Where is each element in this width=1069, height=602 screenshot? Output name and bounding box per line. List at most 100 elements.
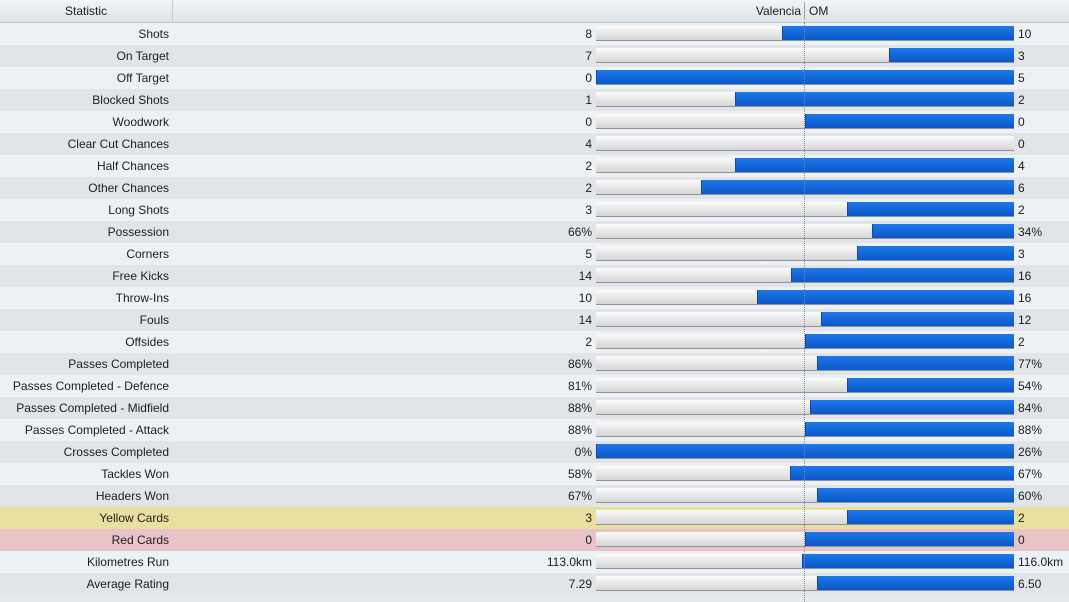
- stat-row: Free Kicks 14 16: [0, 265, 1069, 287]
- away-value: 0: [1018, 533, 1025, 547]
- home-value: 1: [585, 93, 592, 107]
- stat-label: Fouls: [139, 313, 169, 327]
- away-value: 84%: [1018, 401, 1043, 415]
- stat-row: On Target 7 3: [0, 45, 1069, 67]
- stat-label: Corners: [126, 247, 169, 261]
- comparison-bar: [596, 510, 1014, 525]
- away-share-fill: [816, 356, 1014, 370]
- stat-label: Average Rating: [86, 577, 170, 591]
- stat-row: Offsides 2 2: [0, 331, 1069, 353]
- stat-row: Other Chances 2 6: [0, 177, 1069, 199]
- away-share-fill: [871, 224, 1014, 238]
- stat-row: Red Cards 0 0: [0, 529, 1069, 551]
- stat-label: Blocked Shots: [92, 93, 169, 107]
- away-value: 2: [1018, 511, 1025, 525]
- stat-row: Average Rating 7.29 6.50: [0, 573, 1069, 595]
- away-value: 0: [1018, 137, 1025, 151]
- table-header: Statistic Valencia OM: [0, 0, 1069, 23]
- away-share-fill: [789, 466, 1014, 480]
- away-share-fill: [846, 510, 1014, 524]
- away-share-fill: [805, 532, 1014, 546]
- stat-row: Fouls 14 12: [0, 309, 1069, 331]
- comparison-bar: [596, 422, 1014, 437]
- away-value: 77%: [1018, 357, 1043, 371]
- home-value: 0: [585, 71, 592, 85]
- comparison-bar: [596, 70, 1014, 85]
- away-value: 2: [1018, 203, 1025, 217]
- home-value: 81%: [567, 379, 592, 393]
- stat-label: Long Shots: [108, 203, 169, 217]
- stat-row: Woodwork 0 0: [0, 111, 1069, 133]
- comparison-bar: [596, 136, 1014, 151]
- away-value: 60%: [1018, 489, 1043, 503]
- home-value: 66%: [567, 225, 592, 239]
- away-value: 12: [1018, 313, 1032, 327]
- stat-row: Long Shots 3 2: [0, 199, 1069, 221]
- away-team-name: OM: [809, 4, 829, 18]
- stat-row: Passes Completed - Defence 81% 54%: [0, 375, 1069, 397]
- away-value: 0: [1018, 115, 1025, 129]
- stat-label: Headers Won: [95, 489, 169, 503]
- away-value: 34%: [1018, 225, 1043, 239]
- comparison-bar: [596, 334, 1014, 349]
- away-value: 3: [1018, 49, 1025, 63]
- home-value: 3: [585, 203, 592, 217]
- home-value: 86%: [567, 357, 592, 371]
- stat-label: Throw-Ins: [115, 291, 169, 305]
- comparison-bar: [596, 224, 1014, 239]
- stat-label: Woodwork: [112, 115, 169, 129]
- home-value: 2: [585, 335, 592, 349]
- away-value: 16: [1018, 269, 1032, 283]
- home-value: 0: [585, 115, 592, 129]
- stat-label: Passes Completed - Midfield: [16, 401, 169, 415]
- away-share-fill: [735, 158, 1014, 172]
- comparison-bar: [596, 268, 1014, 283]
- away-share-fill: [700, 180, 1014, 194]
- away-share-fill: [782, 26, 1014, 40]
- stat-label: Off Target: [116, 71, 169, 85]
- comparison-bar: [596, 290, 1014, 305]
- stat-label: Possession: [107, 225, 169, 239]
- away-value: 16: [1018, 291, 1032, 305]
- comparison-bar: [596, 576, 1014, 591]
- stat-row: Crosses Completed 0% 26%: [0, 441, 1069, 463]
- away-share-fill: [805, 114, 1014, 128]
- away-share-fill: [846, 202, 1014, 216]
- away-share-fill: [816, 488, 1014, 502]
- center-divider-line: [804, 22, 806, 602]
- stat-row: Corners 5 3: [0, 243, 1069, 265]
- away-value: 4: [1018, 159, 1025, 173]
- comparison-bar: [596, 26, 1014, 41]
- away-share-fill: [735, 92, 1014, 106]
- home-team-name: Valencia: [755, 4, 801, 18]
- away-share-fill: [596, 444, 1014, 458]
- stat-row: Shots 8 10: [0, 23, 1069, 45]
- away-share-fill: [802, 554, 1014, 568]
- stat-row: Yellow Cards 3 2: [0, 507, 1069, 529]
- stats-table: Shots 8 10 On Target 7 3 Off Target 0 5 Blocked S…: [0, 23, 1069, 595]
- home-value: 88%: [567, 401, 592, 415]
- home-value: 67%: [567, 489, 592, 503]
- comparison-bar: [596, 202, 1014, 217]
- statistic-column-header[interactable]: Statistic: [0, 0, 173, 22]
- stat-row: Blocked Shots 1 2: [0, 89, 1069, 111]
- away-share-fill: [791, 268, 1014, 282]
- home-value: 2: [585, 181, 592, 195]
- away-value: 6: [1018, 181, 1025, 195]
- stat-row: Headers Won 67% 60%: [0, 485, 1069, 507]
- home-value: 113.0km: [546, 555, 592, 569]
- comparison-bar: [596, 312, 1014, 327]
- comparison-bar: [596, 48, 1014, 63]
- stat-label: Free Kicks: [112, 269, 169, 283]
- away-value: 6.50: [1018, 577, 1042, 591]
- away-value: 26%: [1018, 445, 1043, 459]
- home-value: 10: [578, 291, 592, 305]
- away-share-fill: [756, 290, 1014, 304]
- stat-label: Crosses Completed: [63, 445, 169, 459]
- home-value: 0: [585, 533, 592, 547]
- comparison-bar: [596, 356, 1014, 371]
- away-share-fill: [820, 312, 1014, 326]
- home-value: 5: [585, 247, 592, 261]
- stat-row: Off Target 0 5: [0, 67, 1069, 89]
- stat-label: Offsides: [125, 335, 169, 349]
